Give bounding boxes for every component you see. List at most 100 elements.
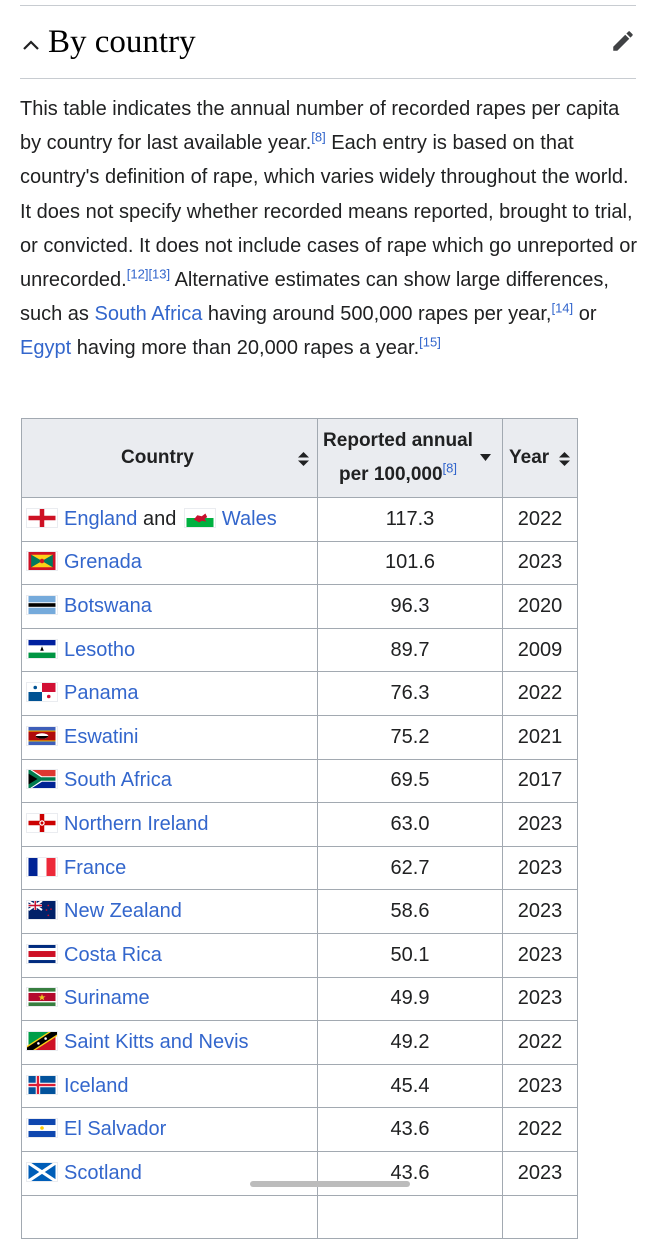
country-link[interactable]: Grenada bbox=[64, 551, 142, 574]
south-africa-link[interactable]: South Africa bbox=[94, 303, 203, 326]
value-cell: 45.4 bbox=[317, 1063, 503, 1109]
value-cell: 101.6 bbox=[317, 540, 503, 586]
table-header-row: Country Reported annual per 100,000[8] Ye… bbox=[21, 418, 578, 498]
sort-descending-icon[interactable] bbox=[480, 454, 491, 462]
value-cell: 96.3 bbox=[317, 584, 503, 629]
country-link[interactable]: Iceland bbox=[64, 1074, 129, 1097]
country-link[interactable]: El Salvador bbox=[64, 1118, 167, 1141]
year-cell: 2023 bbox=[502, 932, 578, 978]
table-row: England and Wales 117.3 2022 bbox=[21, 497, 578, 542]
country-link[interactable]: Lesotho bbox=[64, 638, 136, 661]
value-cell: 69.5 bbox=[317, 758, 503, 804]
value-cell: 49.9 bbox=[317, 976, 503, 1022]
table-row: Suriname 49.9 2023 bbox=[21, 976, 578, 1022]
panama-flag-icon bbox=[26, 682, 58, 703]
section-header[interactable]: By country bbox=[20, 14, 636, 79]
costa-rica-flag-icon bbox=[26, 943, 58, 964]
pencil-icon[interactable] bbox=[610, 28, 636, 54]
section-title: By country bbox=[48, 24, 196, 60]
table-row: Botswana 96.3 2020 bbox=[21, 584, 578, 629]
column-header-label: per 100,000 bbox=[339, 464, 443, 485]
home-indicator[interactable] bbox=[250, 1181, 410, 1187]
year-cell: 2022 bbox=[502, 671, 578, 716]
sort-both-icon[interactable] bbox=[298, 452, 309, 466]
saint-kitts-and-nevis-flag-icon bbox=[26, 1030, 58, 1051]
year-cell: 2022 bbox=[502, 1107, 578, 1152]
year-cell: 2022 bbox=[502, 497, 578, 542]
intro-text: having more than 20,000 rapes a year. bbox=[71, 337, 420, 360]
column-header-country[interactable]: Country bbox=[21, 418, 318, 498]
country-cell: Northern Ireland bbox=[21, 802, 318, 847]
scotland-flag-icon bbox=[26, 1161, 58, 1182]
country-link[interactable]: Eswatini bbox=[64, 725, 139, 748]
chevron-up-icon[interactable] bbox=[20, 34, 42, 56]
country-link[interactable]: Scotland bbox=[64, 1161, 142, 1184]
el-salvador-flag-icon bbox=[26, 1118, 58, 1139]
country-cell: Saint Kitts and Nevis bbox=[21, 1020, 318, 1065]
country-cell: Iceland bbox=[21, 1063, 318, 1109]
country-link[interactable]: Suriname bbox=[64, 987, 150, 1010]
country-cell: Suriname bbox=[21, 976, 318, 1022]
year-cell bbox=[502, 1194, 578, 1239]
country-link[interactable]: Wales bbox=[221, 507, 277, 530]
country-link[interactable]: New Zealand bbox=[64, 900, 182, 923]
table-row: Northern Ireland 63.0 2023 bbox=[21, 802, 578, 847]
country-link[interactable]: South Africa bbox=[64, 769, 172, 792]
intro-paragraph: This table indicates the annual number o… bbox=[20, 92, 640, 366]
country-link[interactable]: Botswana bbox=[64, 594, 152, 617]
table-row bbox=[21, 1194, 578, 1239]
year-cell: 2023 bbox=[502, 1063, 578, 1109]
citation-link[interactable]: [8] bbox=[442, 460, 457, 476]
citation-link[interactable]: [14] bbox=[551, 300, 574, 316]
france-flag-icon bbox=[26, 856, 58, 877]
table-row: South Africa 69.5 2017 bbox=[21, 758, 578, 804]
intro-text: or bbox=[573, 303, 597, 326]
england-flag-icon bbox=[26, 507, 58, 528]
grenada-flag-icon bbox=[26, 551, 58, 572]
country-cell: Eswatini bbox=[21, 714, 318, 760]
column-header-annual[interactable]: Reported annual per 100,000[8] bbox=[317, 418, 503, 498]
wales-flag-icon bbox=[183, 507, 216, 528]
table-row: Scotland 43.6 2023 bbox=[21, 1150, 578, 1196]
country-cell: Grenada bbox=[21, 540, 318, 586]
iceland-flag-icon bbox=[26, 1074, 58, 1095]
citation-link[interactable]: [15] bbox=[419, 334, 441, 350]
table-row: Costa Rica 50.1 2023 bbox=[21, 932, 578, 978]
country-cell: Scotland bbox=[21, 1150, 318, 1196]
value-cell: 75.2 bbox=[317, 714, 503, 760]
value-cell: 62.7 bbox=[317, 845, 503, 891]
country-link[interactable]: Panama bbox=[64, 682, 139, 705]
country-link[interactable]: Saint Kitts and Nevis bbox=[64, 1030, 249, 1053]
country-cell: El Salvador bbox=[21, 1107, 318, 1152]
citation-link[interactable]: [12] bbox=[126, 266, 149, 282]
top-divider bbox=[20, 5, 636, 6]
table-row: Iceland 45.4 2023 bbox=[21, 1063, 578, 1109]
intro-text: Alternative estimates can show large dif… bbox=[20, 269, 609, 326]
value-cell: 58.6 bbox=[317, 889, 503, 934]
column-header-year[interactable]: Year bbox=[502, 418, 578, 498]
suriname-flag-icon bbox=[26, 987, 58, 1008]
egypt-link[interactable]: Egypt bbox=[20, 337, 72, 360]
table-row: Panama 76.3 2022 bbox=[21, 671, 578, 716]
citation-link[interactable]: [13] bbox=[148, 266, 171, 282]
table-row: El Salvador 43.6 2022 bbox=[21, 1107, 578, 1152]
year-cell: 2023 bbox=[502, 845, 578, 891]
table-row: Grenada 101.6 2023 bbox=[21, 540, 578, 586]
rape-statistics-table: Country Reported annual per 100,000[8] Ye… bbox=[21, 418, 578, 1239]
country-link[interactable]: Costa Rica bbox=[64, 943, 162, 966]
lesotho-flag-icon bbox=[26, 638, 58, 659]
value-cell: 43.6 bbox=[317, 1107, 503, 1152]
country-link[interactable]: France bbox=[64, 856, 127, 879]
northern-ireland-flag-icon bbox=[26, 812, 58, 833]
sort-both-icon[interactable] bbox=[559, 452, 570, 466]
citation-link[interactable]: [8] bbox=[311, 129, 326, 145]
country-link[interactable]: Northern Ireland bbox=[64, 812, 209, 835]
conjunction-text: and bbox=[142, 507, 177, 530]
country-cell: Panama bbox=[21, 671, 318, 716]
country-cell bbox=[21, 1194, 318, 1239]
year-cell: 2021 bbox=[502, 714, 578, 760]
value-cell: 63.0 bbox=[317, 802, 503, 847]
column-header-label: Year bbox=[509, 447, 550, 468]
country-link[interactable]: England bbox=[64, 507, 138, 530]
country-cell: Botswana bbox=[21, 584, 318, 629]
